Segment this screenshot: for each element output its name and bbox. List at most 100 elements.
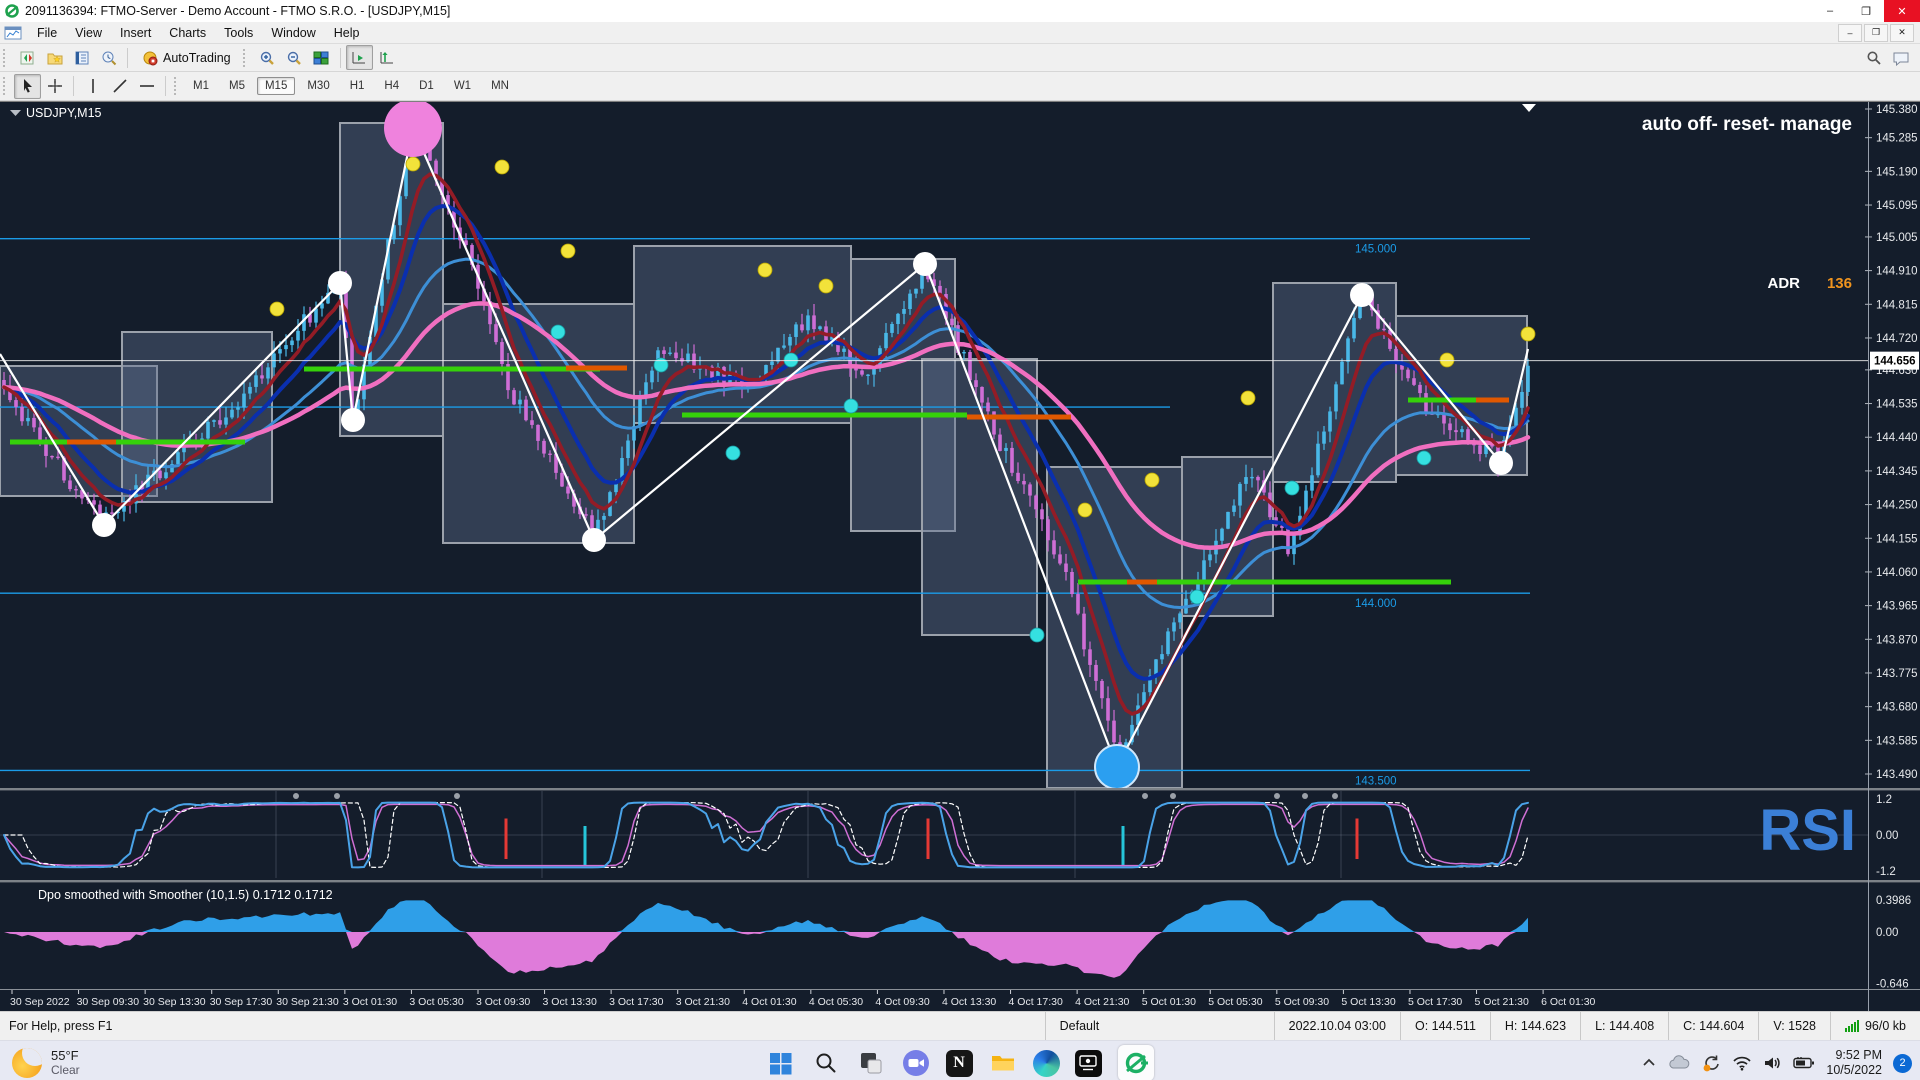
menu-tools[interactable]: Tools (224, 25, 254, 40)
svg-text:5 Oct 13:30: 5 Oct 13:30 (1341, 996, 1395, 1008)
edge-browser-button[interactable] (1032, 1049, 1060, 1077)
task-view-button[interactable] (856, 1048, 886, 1078)
timeframe-m1[interactable]: M1 (193, 80, 209, 92)
tray-chevron-up-icon[interactable] (1641, 1056, 1657, 1070)
rsi-pane (0, 791, 1868, 878)
svg-text:144.155: 144.155 (1876, 533, 1918, 545)
menu-file[interactable]: File (37, 25, 58, 40)
svg-text:5 Oct 21:30: 5 Oct 21:30 (1475, 996, 1529, 1008)
taskbar-clock[interactable]: 9:52 PM 10/5/2022 (1826, 1048, 1882, 1078)
menu-charts[interactable]: Charts (169, 25, 207, 40)
menu-insert[interactable]: Insert (120, 25, 152, 40)
screen-recorder-icon (1079, 1055, 1097, 1071)
cursor-tool-button[interactable] (14, 73, 41, 99)
horizontal-line-icon (139, 85, 154, 87)
market-watch-button[interactable] (68, 45, 95, 70)
toolbar-grip[interactable] (3, 48, 9, 67)
task-view-icon (860, 1053, 881, 1074)
chart-canvas[interactable]: 145.000 144.000 143.500 RSI Dpo smoothed wit… (0, 101, 1920, 1011)
svg-text:3 Oct 09:30: 3 Oct 09:30 (476, 996, 530, 1008)
trendline-tool-button[interactable] (106, 74, 133, 99)
file-explorer-button[interactable] (988, 1048, 1018, 1078)
tile-windows-button[interactable] (308, 45, 335, 70)
status-profile[interactable]: Default (1044, 1012, 1274, 1040)
restore-button[interactable]: ❐ (1861, 5, 1871, 18)
svg-text:136: 136 (1827, 275, 1852, 292)
auto-scroll-button[interactable] (345, 45, 373, 70)
toolbar-grip[interactable] (3, 77, 9, 95)
weather-widget[interactable]: 55°F Clear (12, 1048, 80, 1078)
zoom-in-button[interactable] (254, 45, 281, 70)
svg-text:5 Oct 09:30: 5 Oct 09:30 (1275, 996, 1329, 1008)
status-volume: V: 1528 (1758, 1012, 1830, 1040)
autotrading-button[interactable]: AutoTrading (133, 48, 240, 68)
svg-text:143.965: 143.965 (1876, 601, 1918, 613)
timeframe-m15[interactable]: M15 (256, 77, 296, 95)
line-studies-toolbar: M1 M5 M15 M30 H1 H4 D1 W1 MN (0, 72, 1920, 101)
svg-text:143.500: 143.500 (1355, 775, 1397, 787)
svg-text:144.720: 144.720 (1876, 333, 1918, 345)
new-order-button[interactable] (14, 45, 41, 70)
chart-shift-button[interactable] (373, 45, 400, 70)
ftmo-mt4-button[interactable] (1117, 1043, 1155, 1080)
toolbar-grip[interactable] (242, 48, 249, 67)
speaker-icon[interactable] (1763, 1055, 1782, 1071)
search-icon[interactable] (1866, 50, 1882, 66)
svg-text:3 Oct 21:30: 3 Oct 21:30 (676, 996, 730, 1008)
chat-app-button[interactable] (901, 1048, 931, 1078)
history-center-button[interactable] (95, 45, 122, 70)
toolbar-grip[interactable] (174, 77, 180, 95)
status-bar: For Help, press F1 Default 2022.10.04 03… (0, 1011, 1920, 1040)
svg-text:144.656: 144.656 (1874, 356, 1916, 368)
child-window-controls: – ❐ ✕ (1838, 23, 1920, 42)
status-open: O: 144.511 (1399, 1012, 1490, 1040)
horizontal-line-tool-button[interactable] (133, 74, 160, 99)
notifications-icon[interactable] (1892, 50, 1910, 66)
svg-text:4 Oct 13:30: 4 Oct 13:30 (942, 996, 996, 1008)
svg-text:5 Oct 17:30: 5 Oct 17:30 (1408, 996, 1462, 1008)
menu-help[interactable]: Help (333, 25, 360, 40)
child-close-button[interactable]: ✕ (1890, 23, 1914, 42)
svg-text:0.3986: 0.3986 (1876, 895, 1911, 907)
menu-view[interactable]: View (75, 25, 103, 40)
screen-recorder-button[interactable] (1074, 1049, 1102, 1077)
svg-text:144.060: 144.060 (1876, 567, 1918, 579)
svg-text:30 Sep 17:30: 30 Sep 17:30 (210, 996, 273, 1008)
timeframe-w1[interactable]: W1 (453, 80, 472, 92)
menu-window[interactable]: Window (271, 25, 316, 40)
svg-text:4 Oct 09:30: 4 Oct 09:30 (875, 996, 929, 1008)
vertical-line-tool-button[interactable] (79, 74, 106, 99)
child-minimize-button[interactable]: – (1838, 23, 1862, 42)
new-order-icon (20, 51, 33, 64)
wifi-icon[interactable] (1732, 1055, 1752, 1071)
svg-text:145.095: 145.095 (1876, 200, 1918, 212)
svg-text:145.190: 145.190 (1876, 166, 1918, 178)
taskbar-search-button[interactable] (811, 1048, 841, 1078)
folder-icon (991, 1056, 1014, 1071)
close-button[interactable]: ✕ (1884, 0, 1920, 22)
toolbar-separator (73, 76, 74, 96)
timeframe-m5[interactable]: M5 (228, 80, 245, 92)
notion-app-button[interactable]: N (945, 1049, 973, 1077)
timeframe-h4[interactable]: H4 (384, 80, 400, 92)
notification-badge[interactable]: 2 (1893, 1053, 1912, 1073)
timeframe-d1[interactable]: D1 (419, 80, 434, 92)
sync-icon[interactable] (1701, 1054, 1721, 1072)
timeframe-m30[interactable]: M30 (307, 80, 330, 92)
moon-weather-icon (12, 1048, 42, 1078)
timeframe-h1[interactable]: H1 (349, 80, 365, 92)
svg-text:0.00: 0.00 (1876, 927, 1898, 939)
battery-icon[interactable] (1793, 1056, 1815, 1070)
onedrive-cloud-icon[interactable] (1668, 1055, 1690, 1071)
tile-windows-icon (313, 51, 329, 64)
timeframe-mn[interactable]: MN (491, 80, 509, 92)
start-button[interactable] (766, 1048, 796, 1078)
minimize-button[interactable]: – (1826, 5, 1834, 17)
profiles-folder-icon (47, 53, 62, 64)
child-restore-button[interactable]: ❐ (1864, 23, 1888, 42)
profiles-button[interactable] (41, 45, 68, 70)
ftmo-logo-icon (5, 4, 19, 18)
search-icon (816, 1053, 835, 1073)
crosshair-tool-button[interactable] (41, 74, 68, 99)
zoom-out-button[interactable] (281, 45, 308, 70)
